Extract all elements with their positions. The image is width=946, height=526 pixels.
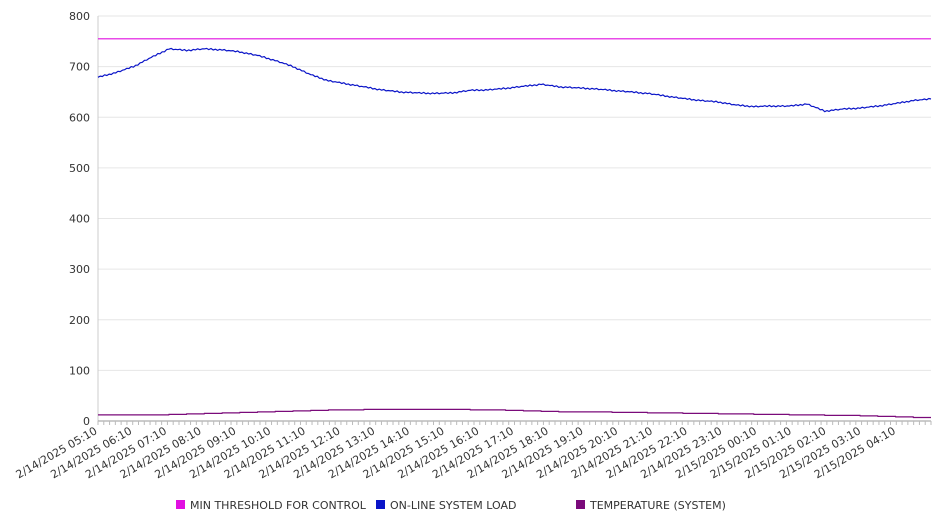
series-line-temperature (98, 408, 931, 419)
y-tick-label-100: 100 (69, 364, 90, 377)
legend: MIN THRESHOLD FOR CONTROL ON-LINE SYSTEM… (176, 499, 726, 512)
series-lines (97, 38, 932, 419)
gridlines (98, 15, 931, 371)
y-tick-label-200: 200 (69, 314, 90, 327)
legend-swatch-temperature (576, 500, 585, 509)
y-tick-label-700: 700 (69, 61, 90, 74)
legend-label-system-load: ON-LINE SYSTEM LOAD (390, 499, 516, 512)
y-tick-label-0: 0 (83, 415, 90, 428)
series-line-system-load (97, 47, 932, 113)
y-tick-label-400: 400 (69, 213, 90, 226)
y-tick-label-300: 300 (69, 263, 90, 276)
legend-label-min-threshold: MIN THRESHOLD FOR CONTROL (190, 499, 367, 512)
y-tick-label-600: 600 (69, 111, 90, 124)
x-axis: 2/14/2025 05:102/14/2025 06:102/14/2025 … (14, 420, 932, 481)
y-axis: 0 100 200 300 400 500 600 700 800 (69, 10, 99, 428)
y-tick-label-800: 800 (69, 10, 90, 23)
legend-swatch-min-threshold (176, 500, 185, 509)
y-tick-label-500: 500 (69, 162, 90, 175)
legend-label-temperature: TEMPERATURE (SYSTEM) (589, 499, 726, 512)
legend-swatch-system-load (376, 500, 385, 509)
